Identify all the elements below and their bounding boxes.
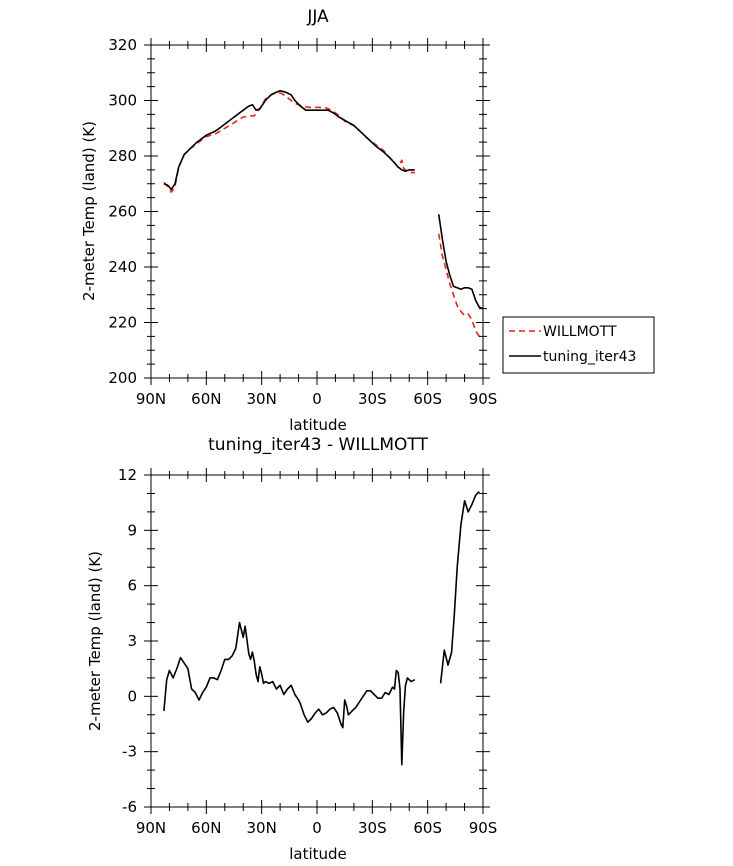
bottom-x-tick-label: 60N xyxy=(191,819,221,837)
top-series-tuning-iter43-line xyxy=(163,90,415,191)
top-y-tick-label: 280 xyxy=(108,147,137,165)
top-x-tick-label: 90N xyxy=(136,390,166,408)
bottom-y-tick-label: 3 xyxy=(127,632,137,650)
bottom-panel-xlabel: latitude xyxy=(289,845,347,863)
top-x-tick-label: 60N xyxy=(191,390,221,408)
bottom-y-tick-label: 12 xyxy=(118,466,137,484)
top-x-tick-label: 60S xyxy=(413,390,442,408)
top-panel-title: JJA xyxy=(306,7,329,27)
bottom-panel-title: tuning_iter43 - WILLMOTT xyxy=(208,435,428,455)
legend-box xyxy=(502,316,655,374)
top-x-tick-label: 30S xyxy=(358,390,387,408)
legend-label-tuning: tuning_iter43 xyxy=(543,349,636,365)
top-panel: JJA 90N 60N 30N 0 30S 60S 90S 200 220 240 260 280 30… xyxy=(80,7,655,434)
bottom-x-tick-label: 60S xyxy=(413,819,442,837)
bottom-y-tick-label: 6 xyxy=(127,577,137,595)
legend: WILLMOTT tuning_iter43 xyxy=(502,316,655,374)
top-x-tick-label: 0 xyxy=(312,390,322,408)
top-y-tick-label: 300 xyxy=(108,92,137,110)
bottom-series-difference-line xyxy=(439,491,480,684)
top-y-tick-label: 260 xyxy=(108,203,137,221)
top-y-tick-label: 320 xyxy=(108,36,137,54)
top-x-tick-label: 30N xyxy=(247,390,277,408)
bottom-x-tick-label: 30S xyxy=(358,819,387,837)
top-panel-frame xyxy=(150,44,484,379)
top-y-tick-label: 240 xyxy=(108,258,137,276)
bottom-panel-frame xyxy=(150,474,484,808)
top-y-tick-label: 220 xyxy=(108,314,137,332)
bottom-panel-ylabel: 2-meter Temp (land) (K) xyxy=(86,551,104,731)
bottom-x-tick-label: 90N xyxy=(136,819,166,837)
top-x-tick-label: 90S xyxy=(469,390,498,408)
bottom-panel: tuning_iter43 - WILLMOTT 90N 60N 30N 0 30S 60… xyxy=(86,435,497,863)
bottom-x-tick-label: 0 xyxy=(312,819,322,837)
top-panel-ylabel: 2-meter Temp (land) (K) xyxy=(80,121,98,301)
bottom-x-tick-label: 90S xyxy=(469,819,498,837)
bottom-y-tick-label: 0 xyxy=(127,687,137,705)
top-y-tick-label: 200 xyxy=(108,369,137,387)
bottom-series-difference-line xyxy=(163,621,416,766)
top-series-willmott-line xyxy=(437,233,480,337)
bottom-y-tick-label: 9 xyxy=(127,521,137,539)
top-series-tuning-iter43-line xyxy=(437,214,484,310)
bottom-y-tick-label: -6 xyxy=(122,798,137,816)
top-panel-xlabel: latitude xyxy=(289,416,347,434)
top-series-willmott-line xyxy=(163,91,415,193)
bottom-x-tick-label: 30N xyxy=(247,819,277,837)
legend-label-willmott: WILLMOTT xyxy=(543,324,617,340)
bottom-y-tick-label: -3 xyxy=(122,743,137,761)
